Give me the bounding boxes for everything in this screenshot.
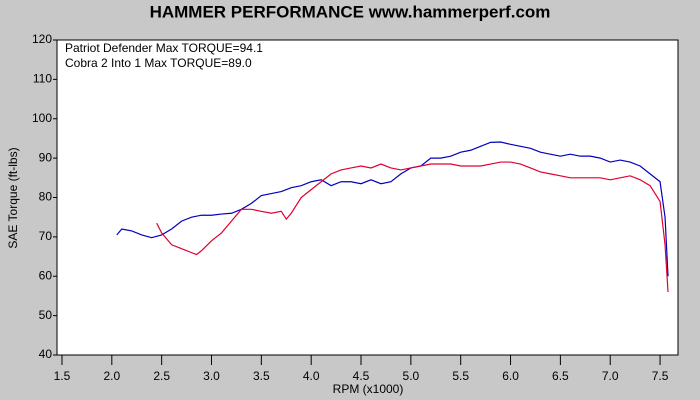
legend-entry: Cobra 2 Into 1 Max TORQUE=89.0	[65, 56, 252, 70]
x-tick-label: 2.5	[153, 369, 170, 383]
x-tick-label: 5.5	[452, 369, 469, 383]
x-tick-label: 4.5	[353, 369, 370, 383]
data-line	[116, 141, 669, 277]
y-tick-label: 40	[39, 347, 53, 361]
y-tick-label: 100	[32, 111, 52, 125]
plot-area	[56, 39, 679, 356]
x-tick-label: 5.0	[403, 369, 420, 383]
y-tick-label: 110	[33, 72, 52, 86]
y-tick-label: 60	[39, 268, 53, 282]
x-tick-label: 2.0	[103, 369, 120, 383]
chart-title: HAMMER PERFORMANCE www.hammerperf.com	[150, 2, 551, 21]
x-tick-label: 6.0	[502, 369, 519, 383]
y-tick-label: 90	[39, 150, 53, 164]
data-line	[156, 161, 669, 293]
y-tick-label: 120	[32, 32, 52, 46]
y-tick-label: 50	[39, 308, 53, 322]
x-tick-label: 3.5	[253, 369, 270, 383]
x-axis-label: RPM (x1000)	[333, 382, 404, 396]
y-tick-label: 70	[39, 229, 53, 243]
x-tick-label: 1.5	[54, 369, 71, 383]
x-tick-label: 4.0	[303, 369, 320, 383]
x-tick-label: 7.5	[652, 369, 669, 383]
x-tick-label: 3.0	[203, 369, 220, 383]
x-tick-label: 6.5	[552, 369, 569, 383]
x-tick-label: 7.0	[602, 369, 619, 383]
y-axis-label: SAE Torque (ft-lbs)	[6, 147, 20, 248]
legend-entry: Patriot Defender Max TORQUE=94.1	[65, 41, 263, 55]
y-tick-label: 80	[39, 190, 53, 204]
